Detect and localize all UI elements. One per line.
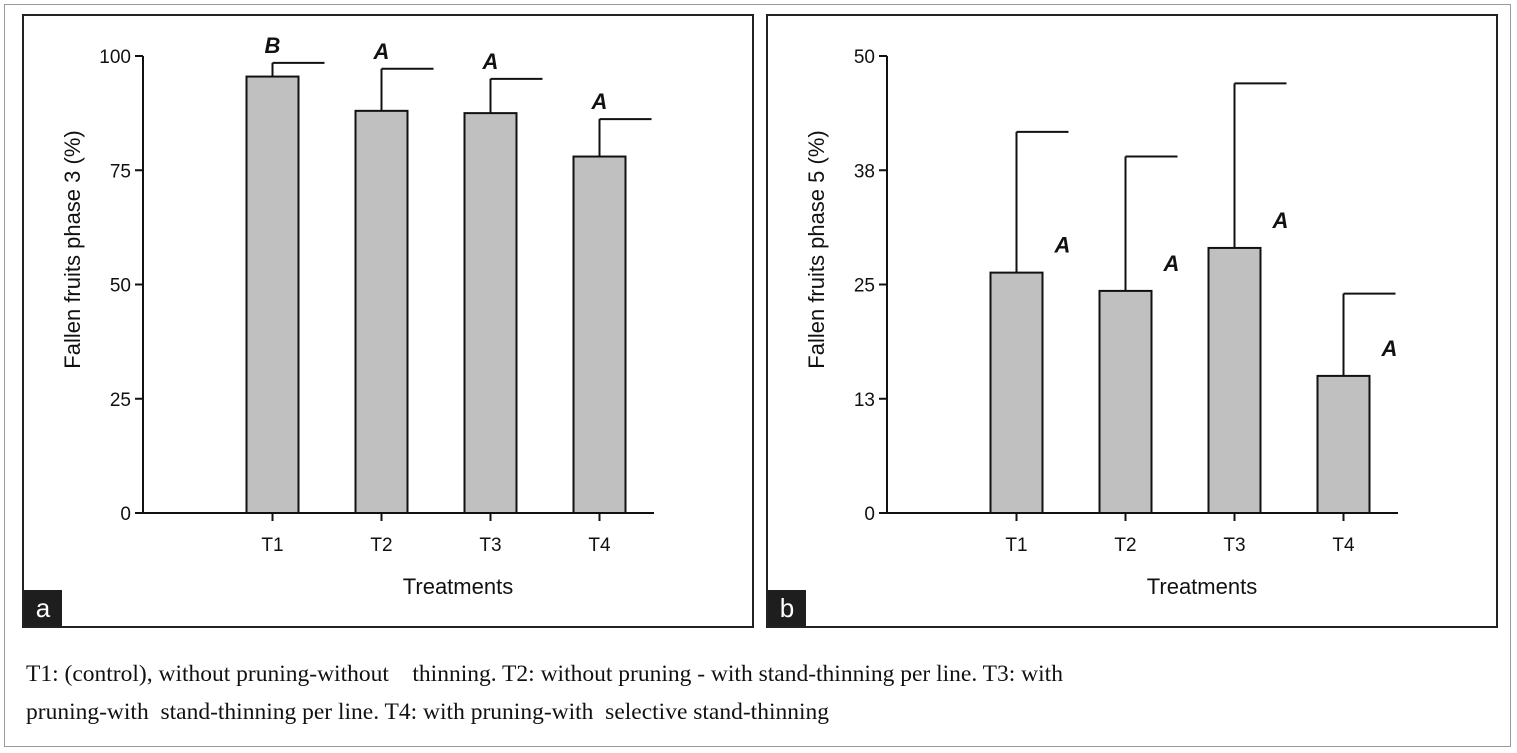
panel-label-b: b — [768, 590, 806, 626]
bar-chart-a: 0 25 50 75 100 T1 B T2 A T3 A T4 A Treatments Fallen f… — [60, 33, 654, 599]
y-tick-label: 100 — [99, 47, 131, 68]
significance-letter: A — [482, 49, 499, 74]
significance-letter: A — [1381, 336, 1398, 361]
x-tick-label-t2: T2 — [1114, 535, 1136, 556]
bar-t2 — [1098, 289, 1153, 515]
y-tick-label: 75 — [110, 161, 131, 182]
x-tick-label-t2: T2 — [370, 535, 392, 556]
x-tick-label-t3: T3 — [1223, 535, 1245, 556]
panel-label-a: a — [24, 590, 62, 626]
x-axis-label: Treatments — [1147, 574, 1257, 599]
x-tick-label-t3: T3 — [479, 535, 501, 556]
y-tick-label: 0 — [864, 504, 875, 525]
y-tick-label: 25 — [110, 390, 131, 411]
bar-t3 — [463, 112, 518, 514]
figure-caption: T1: (control), without pruning-without t… — [26, 655, 1501, 731]
y-tick-label: 50 — [110, 276, 131, 297]
chart-panel-b: 0 13 25 38 50 T1 A T2 A T3 A T4 A Treatments Fallen fr… — [766, 14, 1498, 628]
x-axis-label: Treatments — [403, 574, 513, 599]
x-tick-label-t4: T4 — [588, 535, 611, 556]
bar-t3 — [1207, 246, 1262, 514]
chart-panel-a: 0 25 50 75 100 T1 B T2 A T3 A T4 A Treatments Fallen f… — [22, 14, 754, 628]
caption-line-1: T1: (control), without pruning-without t… — [26, 661, 1063, 687]
bar-t2 — [354, 109, 409, 514]
x-tick-label-t1: T1 — [261, 535, 283, 556]
bar-t1 — [989, 271, 1044, 515]
significance-letter: A — [1163, 251, 1180, 276]
y-tick-label: 38 — [854, 161, 875, 182]
x-tick-label-t1: T1 — [1005, 535, 1027, 556]
y-axis-label: Fallen fruits phase 5 (%) — [804, 130, 829, 368]
y-tick-label: 0 — [120, 504, 131, 525]
y-tick-label: 13 — [854, 390, 875, 411]
caption-line-2: pruning-with stand-thinning per line. T4… — [26, 699, 830, 725]
bar-t4 — [572, 155, 627, 514]
x-tick-label-t4: T4 — [1332, 535, 1355, 556]
significance-letter: A — [373, 39, 390, 64]
y-tick-label: 25 — [854, 276, 875, 297]
bar-t4 — [1316, 374, 1371, 514]
bar-t1 — [245, 75, 300, 514]
significance-letter: B — [265, 33, 281, 58]
bar-chart-b: 0 13 25 38 50 T1 A T2 A T3 A T4 A Treatments Fallen fr… — [804, 47, 1398, 599]
y-axis-label: Fallen fruits phase 3 (%) — [60, 130, 85, 368]
significance-letter: A — [1054, 233, 1071, 258]
significance-letter: A — [1272, 208, 1289, 233]
significance-letter: A — [591, 89, 608, 114]
y-tick-label: 50 — [854, 47, 875, 68]
